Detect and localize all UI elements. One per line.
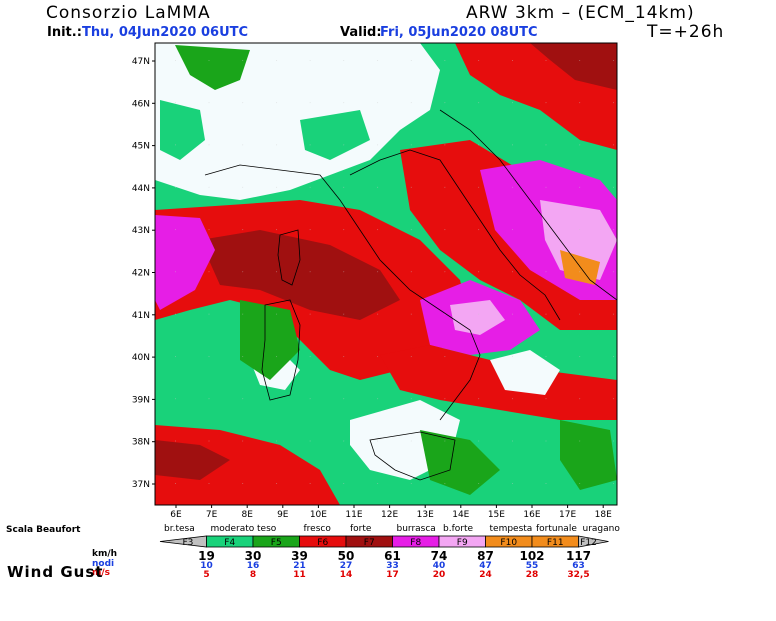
threshold-kmh: 61 — [384, 549, 401, 563]
map-frame — [154, 42, 618, 506]
threshold-kmh: 19 — [198, 549, 215, 563]
beaufort-class-label: F12 — [580, 538, 597, 548]
lat-label: 47N — [132, 57, 150, 67]
beaufort-description: uragano — [582, 524, 620, 534]
beaufort-class-label: F11 — [547, 538, 564, 548]
lon-label: 14E — [452, 510, 469, 520]
lon-label: 18E — [595, 510, 612, 520]
beaufort-description: burrasca — [396, 524, 436, 534]
lat-label: 45N — [132, 142, 150, 152]
lon-label: 9E — [277, 510, 289, 520]
init-value: Thu, 04Jun2020 06UTC — [82, 25, 249, 40]
lat-label: 41N — [132, 311, 150, 321]
beaufort-class-label: F4 — [224, 538, 235, 548]
threshold-kmh: 102 — [519, 549, 545, 563]
lon-label: 10E — [310, 510, 327, 520]
beaufort-class-label: F3 — [182, 538, 193, 548]
lon-label: 11E — [345, 510, 362, 520]
beaufort-description: moderato — [210, 524, 255, 534]
lat-label: 46N — [132, 99, 150, 109]
lon-label: 6E — [170, 510, 182, 520]
threshold-ms: 20 — [432, 570, 446, 580]
latitude-labels: 47N 46N 45N 44N 43N 42N 41N 40N 39N 38N 37N — [132, 57, 155, 490]
threshold-knots: 63 — [572, 561, 585, 571]
lon-label: 8E — [241, 510, 253, 520]
threshold-knots: 10 — [200, 561, 213, 571]
threshold-knots: 33 — [386, 561, 399, 571]
threshold-ms: 32,5 — [567, 570, 590, 580]
lon-label: 16E — [523, 510, 540, 520]
threshold-kmh: 87 — [477, 549, 494, 563]
lon-label: 17E — [559, 510, 576, 520]
lat-label: 44N — [132, 184, 150, 194]
beaufort-description: fortunale — [536, 524, 577, 534]
threshold-kmh: 74 — [430, 549, 448, 563]
lon-label: 15E — [488, 510, 505, 520]
threshold-ms: 11 — [293, 570, 306, 580]
beaufort-description: forte — [350, 524, 372, 534]
valid-value: Fri, 05Jun2020 08UTC — [380, 25, 538, 40]
beaufort-class-label: F6 — [317, 538, 328, 548]
threshold-ms: 28 — [525, 570, 539, 580]
threshold-ms: 17 — [386, 570, 399, 580]
unit-knots: nodi — [92, 559, 115, 569]
lat-label: 43N — [132, 226, 150, 236]
threshold-ms: 14 — [339, 570, 353, 580]
beaufort-description: fresco — [303, 524, 331, 534]
threshold-knots: 21 — [293, 561, 306, 571]
model-title: ARW 3km – (ECM_14km) — [466, 3, 695, 23]
scale-label: Scala Beaufort — [6, 525, 81, 535]
threshold-knots: 16 — [246, 561, 260, 571]
beaufort-color-bar: F3 F4 F5 F6 F7 F8 F9 F10 F11 F12 — [159, 535, 609, 548]
threshold-knots: 40 — [432, 561, 446, 571]
unit-kmh: km/h — [92, 549, 118, 559]
wind-gust-label: Wind Gust — [7, 563, 104, 581]
lat-label: 40N — [132, 353, 150, 363]
beaufort-class-label: F9 — [457, 538, 468, 548]
lat-label: 38N — [132, 438, 150, 448]
lon-label: 7E — [206, 510, 218, 520]
lat-label: 42N — [132, 269, 150, 279]
valid-label: Valid: — [340, 25, 382, 40]
lon-label: 13E — [417, 510, 434, 520]
wind-field — [155, 43, 617, 505]
lon-label: 12E — [381, 510, 398, 520]
threshold-knots: 55 — [525, 561, 539, 571]
site-title: Consorzio LaMMA — [46, 3, 211, 23]
threshold-ms: 8 — [249, 570, 257, 580]
beaufort-class-label: F8 — [410, 538, 421, 548]
threshold-knots: 27 — [339, 561, 353, 571]
threshold-kmh: 50 — [337, 549, 355, 563]
lat-label: 39N — [132, 395, 150, 405]
threshold-ms: 24 — [479, 570, 492, 580]
threshold-kmh: 39 — [291, 549, 308, 563]
threshold-kmh: 30 — [244, 549, 262, 563]
beaufort-class-label: F5 — [271, 538, 282, 548]
longitude-labels: 6E 7E 8E 9E 10E 11E 12E 13E 14E 15E 16E 17E 18E — [170, 505, 612, 520]
init-label: Init.: — [47, 25, 82, 40]
beaufort-description: b.forte — [443, 524, 474, 534]
forecast-step: T=+26h — [647, 22, 725, 42]
beaufort-class-label: F7 — [364, 538, 375, 548]
beaufort-description: teso — [257, 524, 277, 534]
beaufort-description: tempesta — [489, 524, 533, 534]
threshold-ms: 5 — [203, 570, 210, 580]
beaufort-class-swatch — [578, 535, 609, 548]
beaufort-class-label: F10 — [500, 538, 517, 548]
unit-ms: m/s — [92, 568, 111, 578]
threshold-kmh: 117 — [565, 549, 592, 563]
lat-label: 37N — [132, 480, 150, 490]
beaufort-description: br.tesa — [164, 524, 195, 534]
threshold-knots: 47 — [479, 561, 492, 571]
